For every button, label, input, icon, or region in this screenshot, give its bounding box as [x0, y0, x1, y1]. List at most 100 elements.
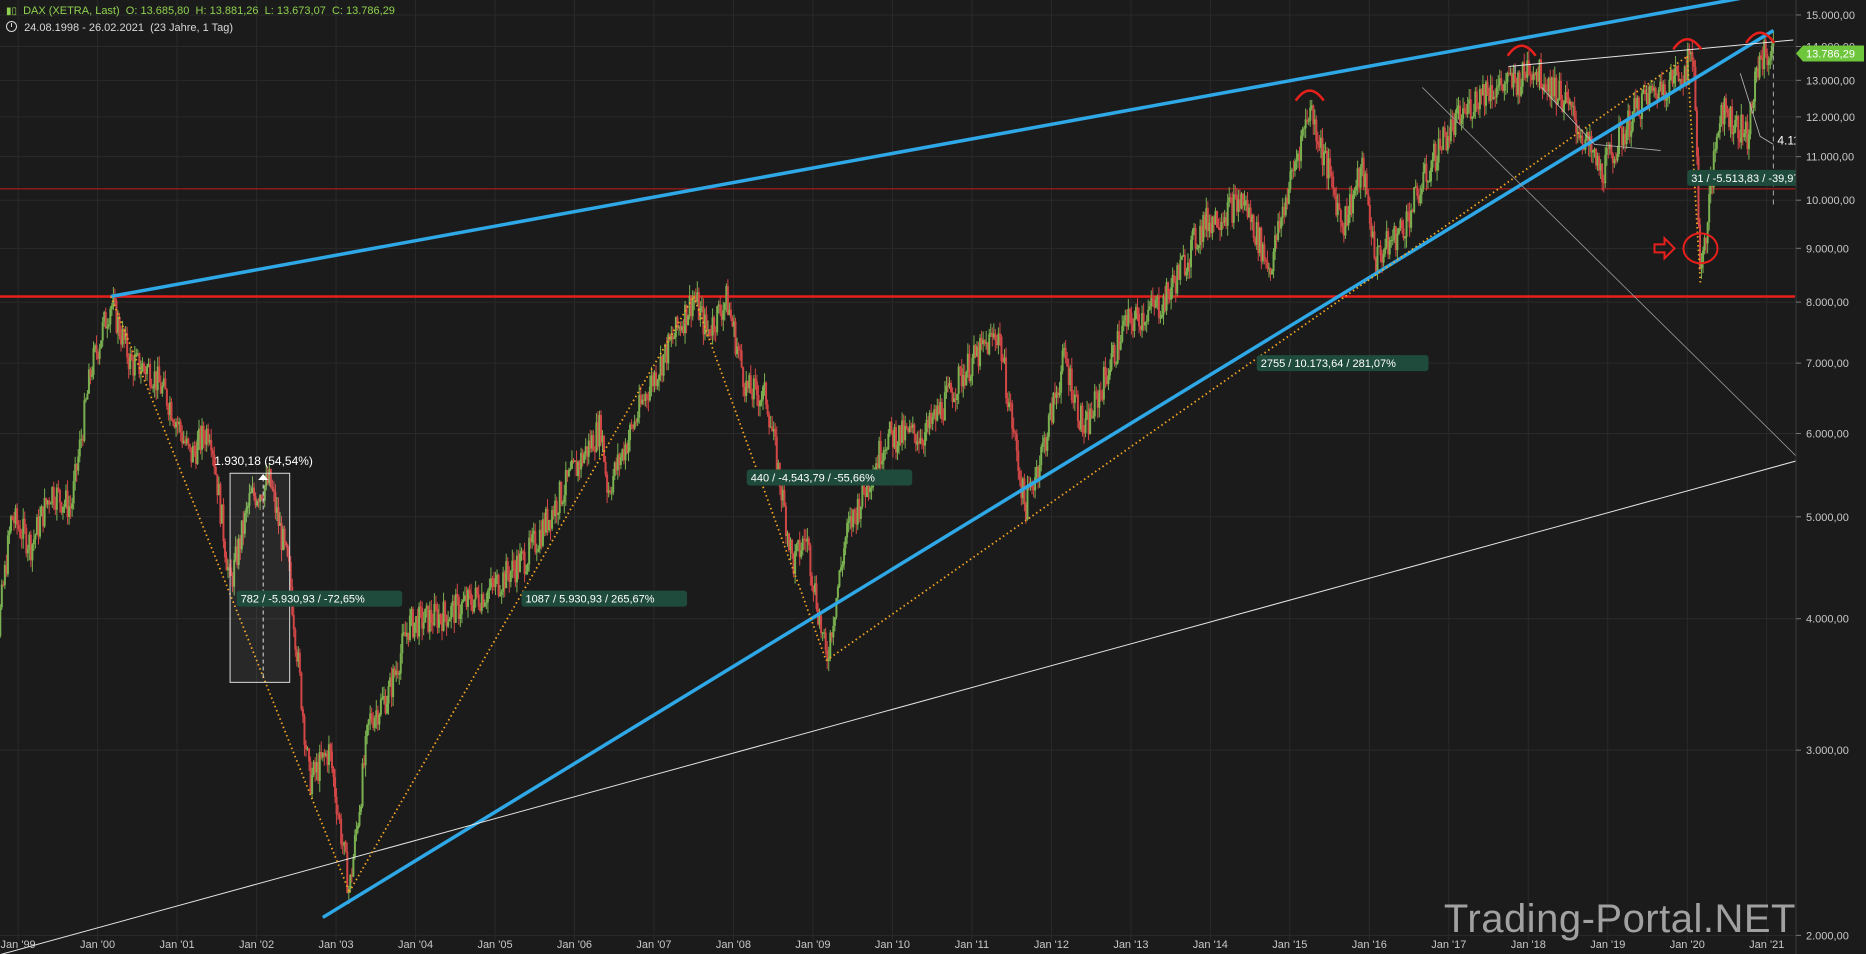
candle [651, 375, 654, 386]
candle [621, 449, 624, 458]
candle [353, 835, 356, 858]
candle [1595, 148, 1598, 166]
peak-arc-icon [1294, 89, 1325, 102]
candle [480, 593, 483, 612]
candle [567, 469, 570, 477]
candle [1278, 221, 1281, 229]
candle [1547, 77, 1550, 92]
candle [300, 672, 303, 710]
candle [479, 606, 482, 612]
open-value: O: 13.685,80 [125, 5, 190, 17]
candle [928, 412, 931, 429]
candle [913, 424, 916, 435]
candle [940, 402, 943, 420]
candle [515, 555, 518, 583]
candle [260, 495, 263, 500]
candle [5, 564, 8, 575]
candle [1566, 92, 1569, 97]
candle [152, 387, 155, 389]
candle [1596, 156, 1599, 166]
candle [1423, 163, 1426, 173]
candle [518, 553, 521, 572]
candle [702, 306, 705, 335]
candle [416, 616, 419, 637]
candle [1755, 67, 1758, 72]
candle [706, 329, 709, 331]
candle [317, 761, 320, 781]
date-range[interactable]: 24.08.1998 - 26.02.2021 [24, 22, 144, 34]
candle [1460, 118, 1463, 124]
candle [638, 395, 641, 418]
candle [454, 593, 457, 623]
candle [862, 481, 865, 493]
candle [752, 378, 755, 400]
candle [1405, 211, 1408, 237]
candle [1267, 267, 1270, 269]
candle [1193, 227, 1196, 232]
candle [1254, 237, 1257, 245]
time-tick-label: Jan '16 [1352, 939, 1387, 951]
candle [216, 474, 219, 496]
candle [1310, 105, 1313, 108]
candle [3, 564, 6, 586]
candle [86, 393, 89, 400]
candle [1238, 199, 1241, 209]
candle [127, 357, 130, 370]
candle [364, 736, 367, 766]
candle [791, 539, 794, 554]
candle [486, 590, 489, 603]
candle [1245, 200, 1248, 202]
price-tick-label: 3.000,00 [1806, 745, 1849, 757]
candle [245, 508, 248, 513]
candle [280, 523, 283, 550]
time-tick-label: Jan '06 [557, 939, 592, 951]
candle [1457, 105, 1460, 109]
candle [1466, 104, 1469, 115]
pattern-line [1739, 73, 1774, 145]
candle [728, 309, 731, 315]
candle [16, 508, 19, 525]
candle [997, 333, 1000, 346]
candle [865, 479, 868, 498]
candle [716, 306, 719, 333]
candle [603, 435, 606, 462]
candle [503, 572, 506, 589]
candle [248, 493, 251, 506]
candle [1442, 127, 1445, 150]
candle [104, 312, 107, 329]
candle [1035, 466, 1038, 478]
candle [691, 299, 694, 317]
chart-annotations: 782 / -5.930,93 / -72,65% 1087 / 5.930,93… [214, 133, 1847, 607]
candle [1012, 428, 1015, 433]
candle [1358, 168, 1361, 188]
candle [731, 317, 734, 327]
candle [1680, 79, 1683, 85]
candle [176, 421, 179, 425]
candle [1737, 115, 1740, 139]
candle [1157, 296, 1160, 318]
candle [439, 614, 442, 620]
candle [144, 368, 147, 375]
candle [786, 533, 789, 536]
candle [1319, 137, 1322, 148]
candle [1469, 99, 1472, 119]
candle [566, 470, 569, 477]
candle [703, 314, 706, 335]
candle [966, 353, 969, 372]
candle [1190, 239, 1193, 268]
instrument-name[interactable]: DAX (XETRA, Last) [23, 5, 120, 17]
candle [1355, 185, 1358, 191]
candle [1284, 197, 1287, 216]
watermark: Trading-Portal.NET [1443, 897, 1796, 941]
candle [1604, 154, 1607, 184]
high-value: H: 13.881,26 [195, 5, 259, 17]
candle [1133, 318, 1136, 332]
candle [1361, 157, 1364, 168]
candle [858, 498, 861, 519]
candle [1017, 450, 1020, 472]
candle [100, 340, 103, 349]
candle [340, 818, 343, 845]
candle [1459, 105, 1462, 124]
candle [49, 503, 52, 505]
